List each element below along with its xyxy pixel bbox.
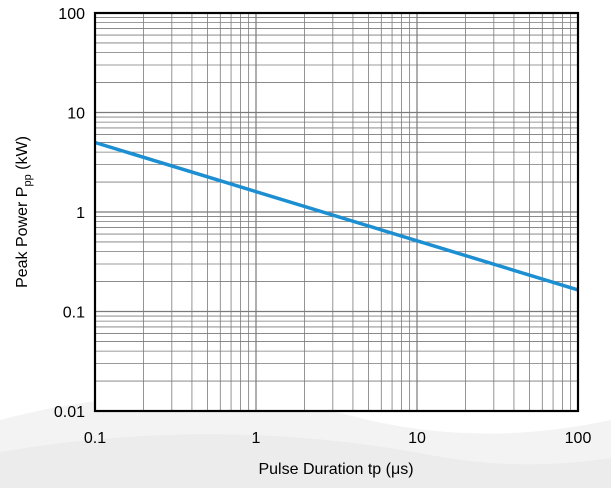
x-tick-label: 10: [408, 430, 426, 447]
background-watermark: [0, 395, 611, 488]
y-axis-title: Peak Power Ppp (kW): [14, 136, 34, 288]
y-tick-label: 100: [58, 6, 85, 23]
y-tick-label: 0.1: [63, 305, 85, 322]
y-axis-title-subscript: pp: [22, 174, 34, 186]
y-tick-label: 0.01: [54, 404, 85, 421]
y-axis-title-main: Peak Power P: [14, 187, 31, 288]
x-tick-label: 1: [252, 430, 261, 447]
grid-lines: [95, 13, 578, 411]
x-tick-labels: 0.1 1 10 100: [84, 430, 592, 447]
y-tick-label: 1: [76, 205, 85, 222]
x-tick-label: 100: [565, 430, 592, 447]
series-line-1: [94, 140, 579, 292]
x-axis-title: Pulse Duration tp (μs): [258, 461, 413, 478]
y-tick-label: 10: [67, 106, 85, 123]
y-axis-title-unit: (kW): [14, 136, 31, 174]
series-layer: [94, 140, 579, 292]
plot-frame: [93, 11, 580, 413]
y-tick-labels: 0.01 0.1 1 10 100: [54, 6, 85, 421]
x-tick-label: 0.1: [84, 430, 106, 447]
